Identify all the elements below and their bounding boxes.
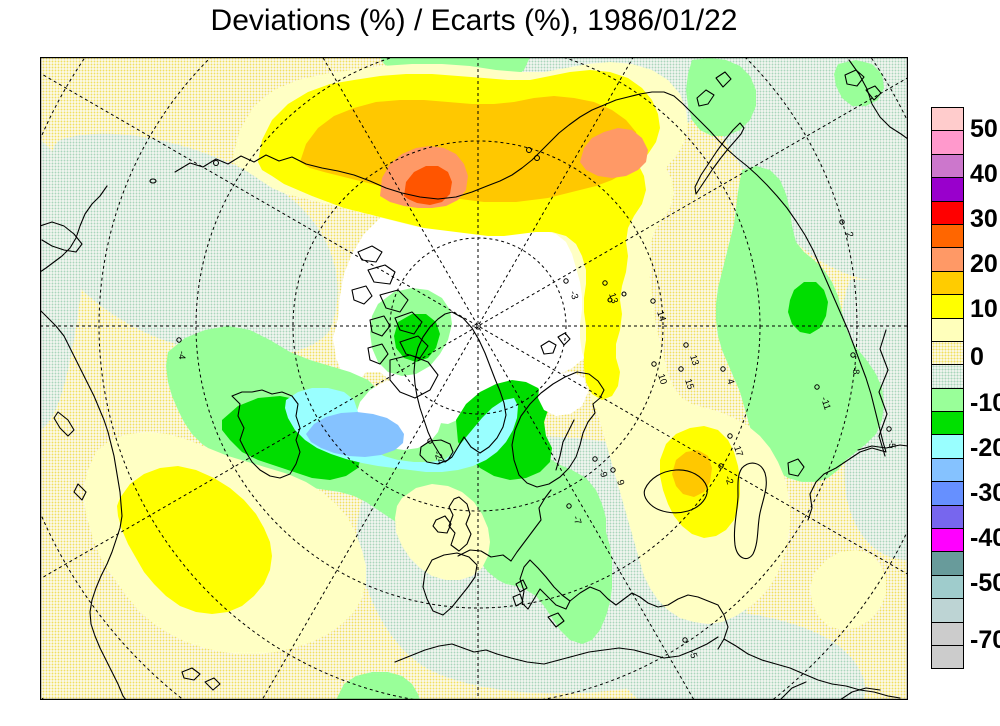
- page-title: Deviations (%) / Ecarts (%), 1986/01/22: [210, 4, 738, 37]
- contour-value-label: -3: [567, 290, 580, 301]
- colorbar-tick-label: 40: [970, 160, 998, 188]
- colorbar-cell: [932, 154, 963, 179]
- contour-value-label: 4: [724, 378, 736, 386]
- colorbar-cell: [932, 435, 963, 459]
- contour-value-label: -8: [850, 366, 861, 374]
- map-canvas: -4 13 -3 14 13 10 15 4 17 -2 9 -9 -7 -24 -5 -8 -11 2 -5: [40, 57, 908, 700]
- colorbar-cell: [932, 341, 963, 366]
- colorbar-tick-label: -50: [970, 569, 1000, 597]
- contour-extremum-ring: [651, 361, 657, 367]
- contour-value-label: -24: [431, 450, 446, 466]
- colorbar-cell: [932, 505, 963, 530]
- contour-extremum-ring: [427, 438, 433, 444]
- contour-extremum-ring: [850, 352, 856, 358]
- colorbar-tick-label: -30: [970, 479, 1000, 507]
- contour-extremum-ring: [566, 503, 572, 509]
- colorbar-tick-label: -40: [970, 524, 1000, 552]
- colorbar-tick-label: 50: [970, 115, 998, 143]
- colorbar-cell: [932, 482, 963, 506]
- colorbar-tick-label: 0: [970, 343, 984, 371]
- colorbar-tick-label: -10: [970, 389, 1000, 417]
- colorbar-tick-label: -20: [970, 434, 1000, 462]
- colorbar-cell: [932, 271, 963, 296]
- contour-value-label: -7: [570, 515, 583, 526]
- contour-extremum-ring: [176, 337, 182, 343]
- contour-extremum-ring: [886, 426, 892, 432]
- colorbar-tick-label: -70: [970, 626, 1000, 654]
- colorbar-tick-label: 10: [970, 295, 998, 323]
- contour-extremum-ring: [720, 366, 726, 372]
- contour-value-label: -5: [886, 440, 897, 448]
- contour-extremum-ring: [839, 219, 845, 225]
- contour-extremum-ring: [718, 463, 724, 469]
- contour-value-label: 9: [614, 479, 626, 487]
- colorbar-cell: [932, 224, 963, 249]
- fill-orange-red: [404, 166, 452, 205]
- colorbar-cell: [932, 318, 963, 342]
- colorbar-cell: [932, 131, 963, 155]
- colorbar: [931, 107, 964, 670]
- colorbar-cell: [932, 529, 963, 553]
- contour-extremum-ring: [592, 456, 598, 462]
- contour-value-label: 15: [682, 378, 696, 391]
- contour-value-label: 17: [731, 445, 745, 458]
- colorbar-tick-label: 30: [970, 205, 998, 233]
- contour-value-label: -2: [722, 475, 735, 486]
- contour-value-label: -9: [596, 468, 609, 479]
- colorbar-cell: [932, 645, 963, 669]
- contour-extremum-ring: [650, 298, 656, 304]
- colorbar-cell: [932, 108, 963, 132]
- colorbar-cell: [932, 458, 963, 483]
- contour-extremum-ring: [610, 467, 616, 473]
- colorbar-cell: [932, 248, 963, 272]
- colorbar-cell: [932, 201, 963, 225]
- colorbar-cell: [932, 178, 963, 202]
- contour-value-label: 14: [654, 310, 668, 323]
- contour-extremum-ring: [213, 160, 219, 166]
- contour-extremum-ring: [682, 637, 688, 643]
- colorbar-cells: [932, 108, 963, 669]
- contour-value-label: -5: [686, 649, 699, 660]
- contour-extremum-ring: [602, 280, 608, 286]
- contour-value-label: 13: [606, 292, 620, 305]
- contour-value-label: 10: [655, 373, 669, 386]
- contour-labels: -4 13 -3 14 13 10 15 4 17 -2 9 -9 -7 -24 -5 -8 -11 2 -5: [176, 147, 897, 660]
- colorbar-cell: [932, 365, 963, 389]
- contour-extremum-ring: [814, 384, 820, 390]
- colorbar-cell: [932, 388, 963, 413]
- colorbar-cell: [932, 295, 963, 319]
- contour-extremum-ring: [526, 147, 532, 153]
- colorbar-cell: [932, 575, 963, 600]
- colorbar-tick-label: 20: [970, 250, 998, 278]
- contour-value-label: -4: [176, 351, 187, 359]
- contour-value-label: 2: [843, 231, 855, 239]
- contour-extremum-ring: [678, 366, 684, 372]
- contour-extremum-ring: [683, 342, 689, 348]
- colorbar-cell: [932, 552, 963, 576]
- colorbar-cell: [932, 412, 963, 436]
- colorbar-cell: [932, 622, 963, 646]
- contour-extremum-ring: [563, 278, 569, 284]
- contour-value-label: -11: [818, 396, 832, 412]
- map-border: [40, 57, 908, 700]
- colorbar-cell: [932, 599, 963, 623]
- contour-value-label: 13: [687, 354, 701, 367]
- contour-extremum-ring: [727, 433, 733, 439]
- coastlines: [40, 59, 908, 700]
- fill-sky-blue: [306, 412, 404, 457]
- contour-extremum-ring: [534, 155, 540, 161]
- graticule: [40, 57, 908, 700]
